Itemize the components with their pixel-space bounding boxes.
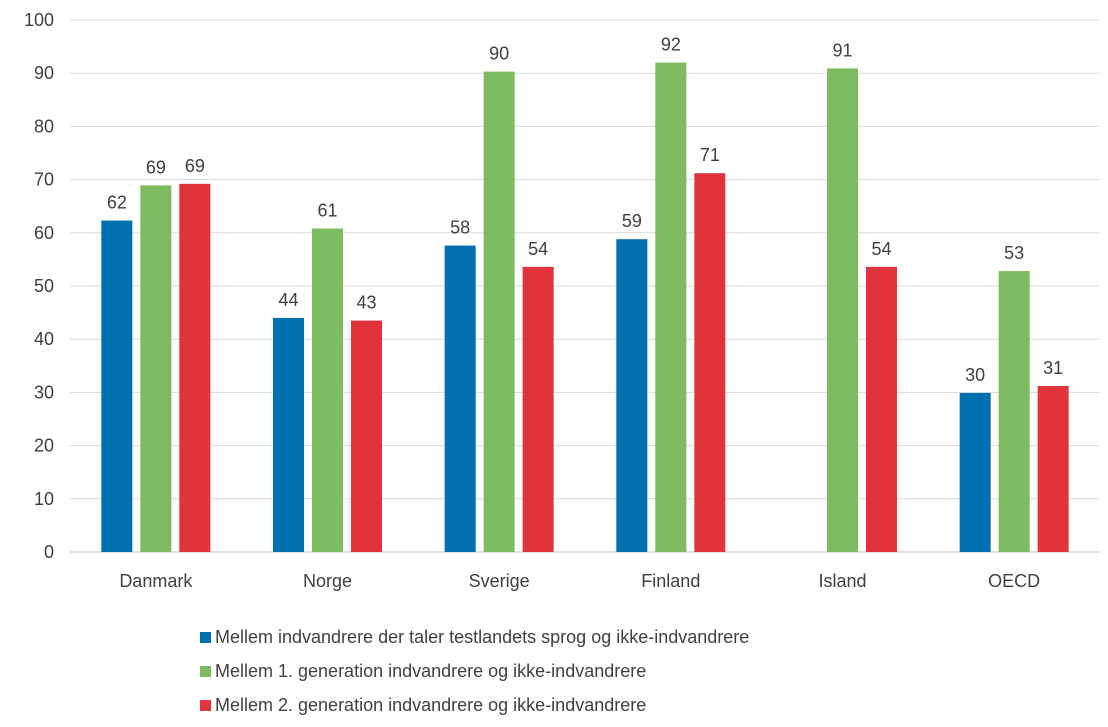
y-tick-label: 30 xyxy=(34,382,54,402)
data-label: 54 xyxy=(528,239,548,259)
data-label: 53 xyxy=(1004,243,1024,263)
y-tick-label: 40 xyxy=(34,329,54,349)
data-label: 58 xyxy=(450,218,470,238)
bar xyxy=(959,392,991,552)
y-tick-label: 60 xyxy=(34,223,54,243)
data-label: 91 xyxy=(832,40,852,60)
legend-item: Mellem indvandrere der taler testlandets… xyxy=(200,620,1080,654)
x-tick-label: Island xyxy=(818,571,866,591)
x-tick-label: Finland xyxy=(641,571,700,591)
x-tick-label: Danmark xyxy=(119,571,193,591)
data-labels: 62 69 69 44 61 43 58 90 54 59 92 71 91 54 30 53 31 xyxy=(107,35,1063,385)
y-tick-label: 50 xyxy=(34,276,54,296)
data-label: 71 xyxy=(700,145,720,165)
y-tick-label: 0 xyxy=(44,542,54,562)
bar xyxy=(273,317,304,552)
bar xyxy=(140,185,172,552)
data-label: 90 xyxy=(489,44,509,64)
legend-swatch xyxy=(200,631,211,643)
bar xyxy=(101,220,133,552)
x-axis-ticks: Danmark Norge Sverige Finland Island OECD xyxy=(119,571,1040,591)
y-tick-label: 20 xyxy=(34,436,54,456)
legend-item: Mellem 1. generation indvandrere og ikke… xyxy=(200,654,1080,688)
legend-item: Mellem 2. generation indvandrere og ikke… xyxy=(200,688,1080,722)
data-label: 44 xyxy=(278,290,298,310)
y-tick-label: 70 xyxy=(34,170,54,190)
y-tick-label: 80 xyxy=(34,116,54,136)
x-tick-label: Sverige xyxy=(469,571,530,591)
legend-swatch xyxy=(200,665,211,677)
bar xyxy=(1037,386,1069,552)
data-label: 69 xyxy=(185,156,205,176)
bar xyxy=(483,71,515,552)
bar xyxy=(866,266,897,552)
legend: Mellem indvandrere der taler testlandets… xyxy=(200,620,1080,722)
data-label: 43 xyxy=(356,293,376,313)
data-label: 61 xyxy=(317,201,337,221)
legend-label: Mellem 1. generation indvandrere og ikke… xyxy=(215,660,647,681)
bar xyxy=(655,62,687,553)
y-axis-ticks: 0 10 20 30 40 50 60 70 80 90 100 xyxy=(24,10,54,562)
legend-label: Mellem 2. generation indvandrere og ikke… xyxy=(215,694,647,715)
data-label: 69 xyxy=(146,157,166,177)
y-tick-label: 100 xyxy=(24,10,54,30)
bar xyxy=(522,266,554,552)
legend-swatch xyxy=(200,699,211,711)
data-label: 54 xyxy=(871,239,891,259)
data-label: 59 xyxy=(622,211,642,231)
bar xyxy=(312,228,343,552)
y-tick-label: 10 xyxy=(34,489,54,509)
data-label: 92 xyxy=(661,35,681,55)
data-label: 62 xyxy=(107,193,127,213)
bars xyxy=(101,62,1069,553)
bar xyxy=(179,183,211,552)
data-label: 30 xyxy=(965,365,985,385)
gridlines xyxy=(70,19,1100,553)
x-tick-label: Norge xyxy=(303,571,352,591)
bar xyxy=(444,245,476,552)
bar xyxy=(827,68,858,553)
x-tick-label: OECD xyxy=(988,571,1040,591)
data-label: 31 xyxy=(1043,358,1063,378)
bar-chart: 0 10 20 30 40 50 60 70 80 90 100 62 69 69 44 61 43 58 90 5… xyxy=(24,10,1100,591)
bar xyxy=(351,320,382,552)
legend-label: Mellem indvandrere der taler testlandets… xyxy=(215,626,750,647)
bar xyxy=(694,173,726,552)
bar xyxy=(616,239,648,552)
y-tick-label: 90 xyxy=(34,63,54,83)
bar xyxy=(998,271,1030,552)
